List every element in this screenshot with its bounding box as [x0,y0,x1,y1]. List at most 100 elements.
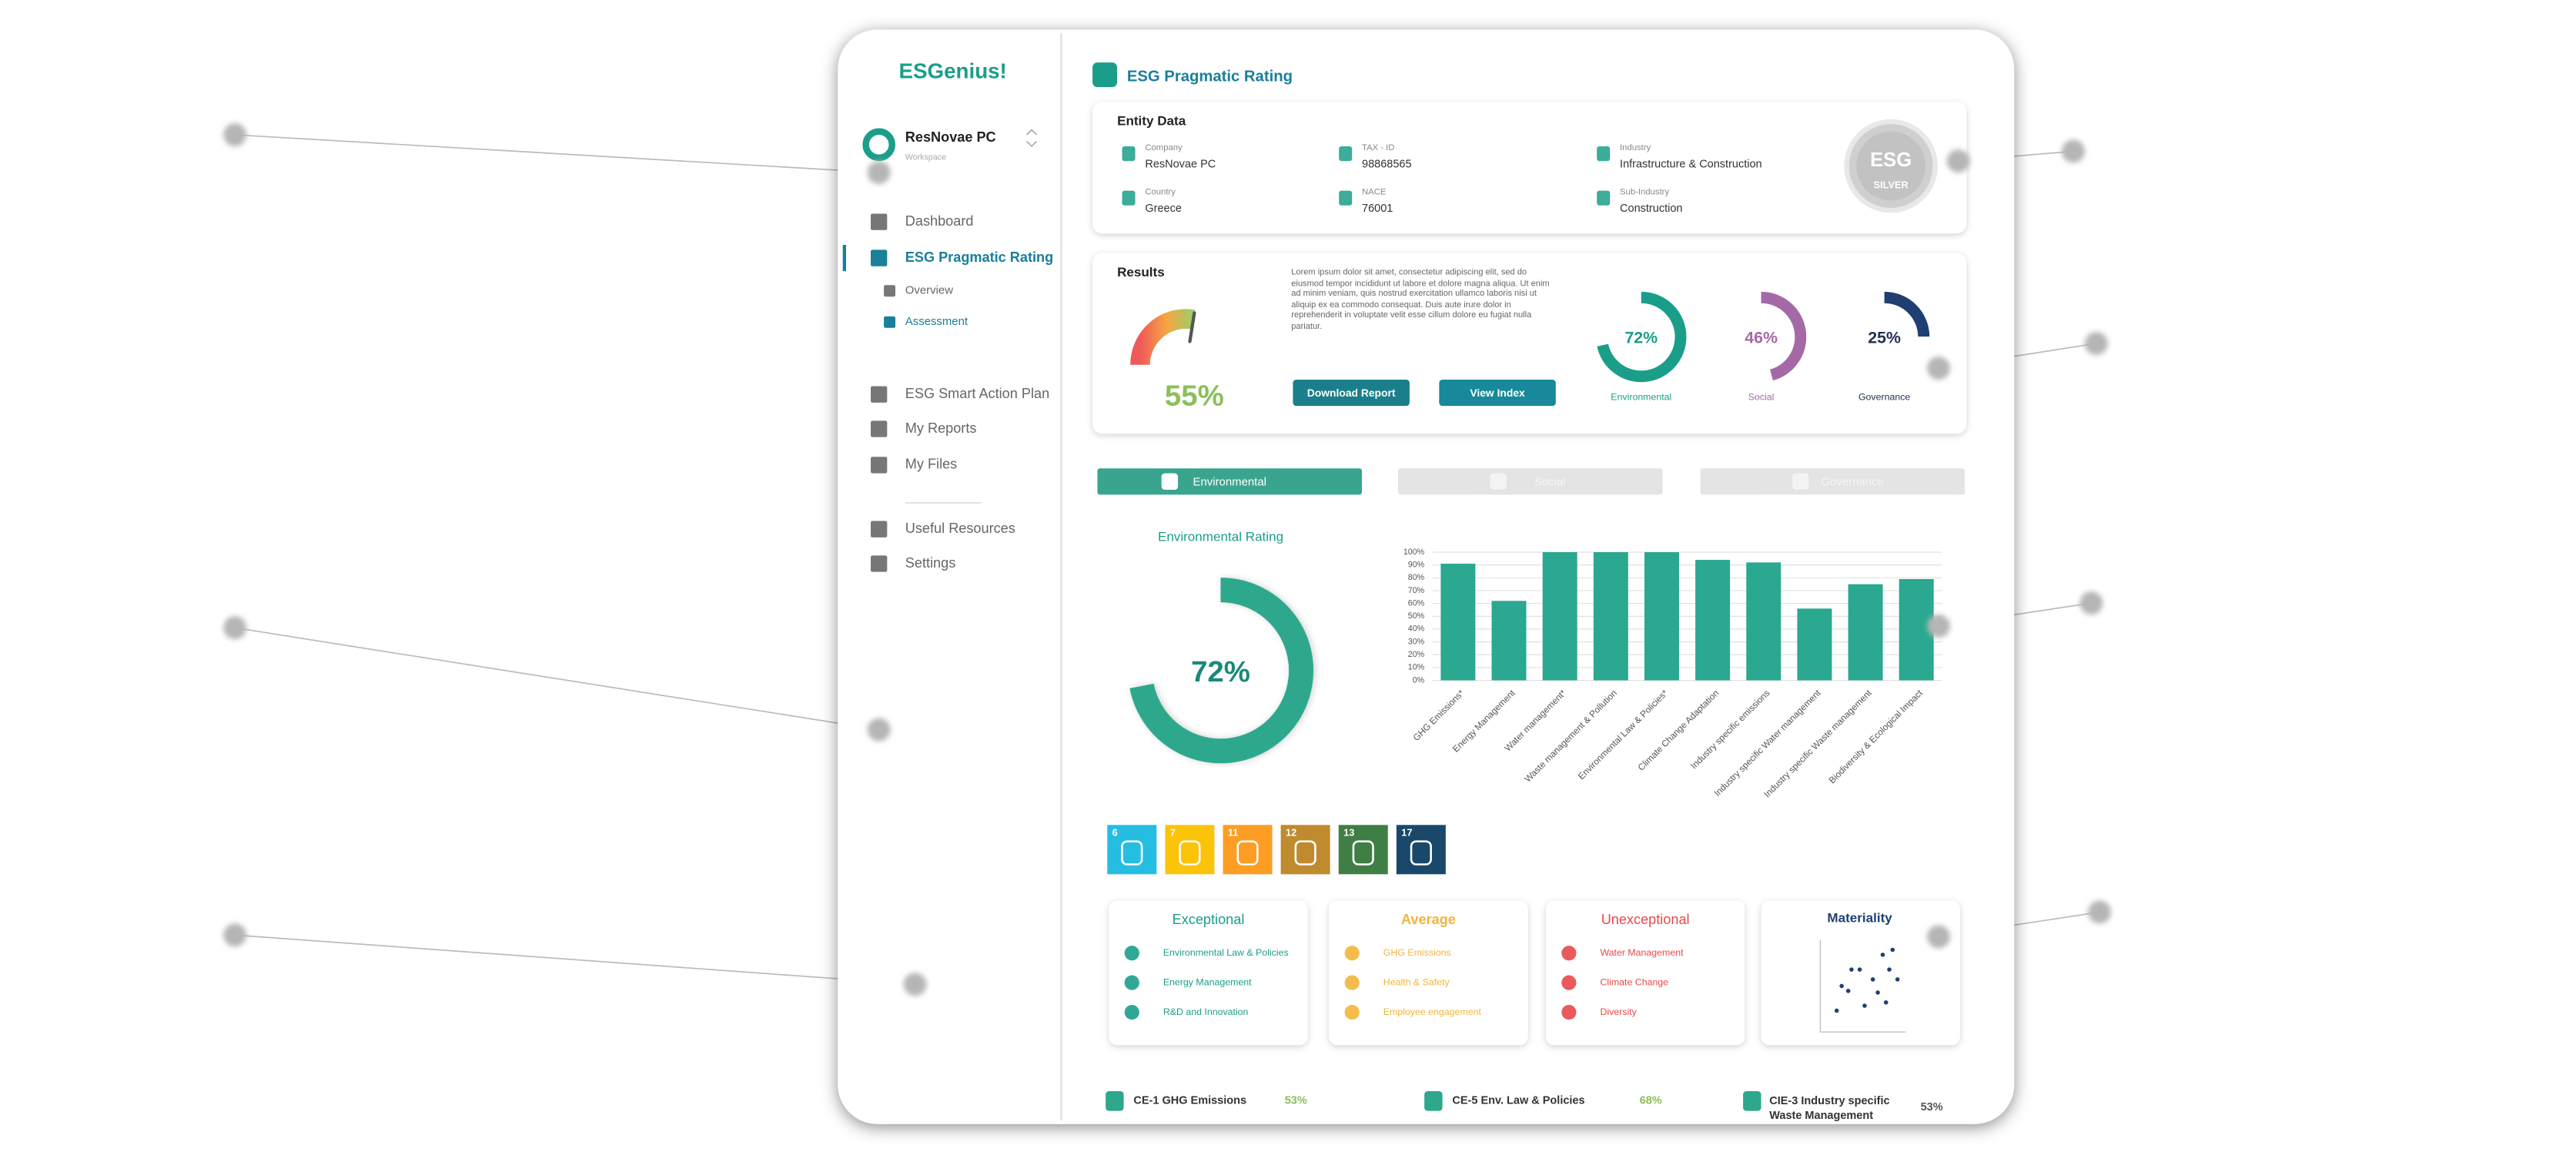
bar [1491,601,1527,681]
group-card [1329,900,1528,1046]
gauge-needle [1188,311,1196,343]
sdg-number: 6 [1112,826,1118,838]
y-tick-label: 30% [1408,637,1425,646]
materiality-dot [1849,967,1854,972]
field-value: 98868565 [1362,158,1412,170]
pillar-donut [1715,291,1807,383]
field-icon [1122,190,1136,206]
nav-item[interactable]: Overview [905,284,953,297]
action-name: CIE-3 Industry specific Waste Management [1769,1095,1889,1122]
bar [1695,560,1731,681]
materiality-title: Materiality [1827,910,1892,925]
field-label: TAX - ID [1362,143,1394,152]
tab[interactable] [1397,468,1663,495]
nav-item[interactable]: My Files [905,457,957,472]
sdg-icon [1165,825,1215,875]
nav-icon [870,249,888,266]
sdg-number: 12 [1286,826,1296,838]
workspace-switch [1026,129,1038,148]
bar [1542,552,1577,681]
field-label: NACE [1362,188,1387,197]
nav-item[interactable]: My Reports [905,420,977,436]
entity-title: Entity Data [1117,113,1186,128]
action-score: 53% [1921,1101,1943,1113]
y-tick-label: 100% [1403,548,1425,557]
group-card [1109,900,1308,1046]
tab-icon [1490,473,1507,490]
action-score: 68% [1640,1095,1662,1107]
badge-text: ESG [1870,149,1912,171]
field-value: Greece [1145,203,1182,215]
tab[interactable] [1700,468,1965,495]
rating-donut [1127,578,1314,764]
action-name: CE-5 Env. Law & Policies [1452,1095,1584,1107]
pillar-donut [1596,291,1687,383]
group-item: Diversity [1600,1006,1637,1017]
nav-icon [870,420,888,437]
group-item: R&D and Innovation [1163,1006,1249,1017]
group-item: Employee engagement [1383,1006,1482,1017]
pillar-name: Governance [1858,392,1910,403]
bar [1848,584,1883,681]
nav-item[interactable]: Settings [905,555,956,571]
nav-active-bar [842,245,846,272]
nav-item[interactable]: Assessment [905,315,969,328]
nav-item[interactable]: ESG Smart Action Plan [905,386,1049,401]
group-item-icon [1561,1004,1577,1020]
page-title: ESG Pragmatic Rating [1127,69,1293,85]
materiality-dot [1895,977,1900,982]
gauge-arc [1130,309,1196,366]
callout-dots [867,149,1970,996]
action-name: CE-1 GHG Emissions [1133,1095,1246,1107]
materiality-dot [1883,1000,1889,1005]
nav-icon [870,521,888,537]
bar [1797,608,1832,681]
materiality-dot [1875,990,1880,995]
bar [1644,552,1679,681]
pillar-score: 72% [1624,328,1658,347]
y-tick-label: 50% [1408,611,1425,621]
nav-item[interactable]: ESG Pragmatic Rating [905,249,1053,265]
rating-title: Environmental Rating [1158,529,1283,544]
sdg-icon [1338,825,1388,875]
group-title: Exceptional [1173,912,1245,927]
materiality-dot [1880,953,1885,957]
field-label: Sub-Industry [1620,188,1669,197]
field-icon [1597,190,1611,206]
overall-score: 55% [1165,380,1224,413]
y-tick-label: 90% [1408,561,1425,570]
sdg-number: 7 [1170,826,1176,838]
pillar-name: Social [1748,392,1775,403]
button[interactable] [1293,379,1410,407]
y-tick-label: 20% [1408,650,1425,659]
results-description: Lorem ipsum dolor sit amet, consectetur … [1291,268,1549,332]
sdg-pictogram [1121,840,1143,866]
y-tick-label: 40% [1408,625,1425,634]
group-item: Energy Management [1163,976,1252,987]
sdg-number: 17 [1401,826,1412,838]
sdg-pictogram [1352,840,1374,866]
tab-icon [1161,473,1179,490]
materiality-dot [1890,947,1895,953]
bar [1593,552,1628,681]
nav-item[interactable]: Useful Resources [905,521,1015,536]
nav-icon [870,213,888,230]
group-item: Climate Change [1600,976,1668,987]
pillar-name: Environmental [1611,392,1671,403]
group-title: Unexceptional [1601,912,1690,927]
button-label: View Index [1470,387,1525,399]
materiality-dot [1887,967,1892,972]
entity-card [1092,102,1967,234]
action-icon [1106,1090,1124,1111]
field-value: Infrastructure & Construction [1620,158,1762,170]
sdg-pictogram [1236,840,1259,866]
materiality-dot [1857,967,1862,972]
title-icon [1092,62,1118,88]
tab-label: Governance [1821,475,1883,488]
field-label: Country [1145,188,1176,197]
tab-icon [1792,473,1809,490]
nav-item[interactable]: Dashboard [905,213,974,229]
materiality-dot [1839,983,1844,989]
y-tick-label: 10% [1408,663,1425,672]
button[interactable] [1439,379,1556,407]
